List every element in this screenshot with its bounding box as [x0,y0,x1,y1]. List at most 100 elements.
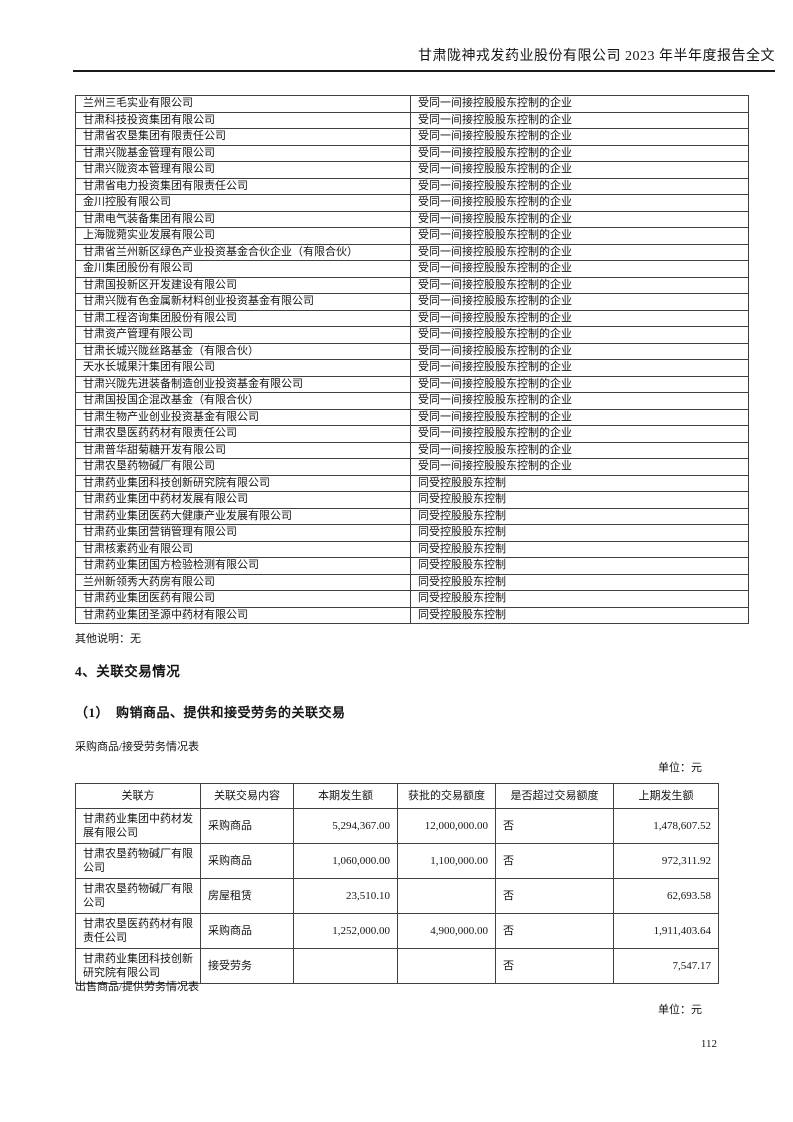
company-name-cell: 甘肃药业集团营销管理有限公司 [75,524,411,542]
current-amount-cell: 5,294,367.00 [293,808,398,844]
purchase-table-caption: 采购商品/接受劳务情况表 [75,741,200,753]
subsection-heading: （1） 购销商品、提供和接受劳务的关联交易 [75,705,346,720]
company-name-cell: 甘肃药业集团国方检验检测有限公司 [75,557,411,575]
transaction-content-cell: 采购商品 [200,843,294,879]
company-name-cell: 甘肃药业集团医药大健康产业发展有限公司 [75,507,411,525]
company-name-cell: 甘肃工程咨询集团股份有限公司 [75,309,411,327]
relation-cell: 受同一间接控股股东控制的企业 [410,95,749,113]
relation-cell: 受同一间接控股股东控制的企业 [410,441,749,459]
related-party-row: 上海陇菀实业发展有限公司 受同一间接控股股东控制的企业 [75,227,749,245]
related-party-cell: 甘肃药业集团科技创新研究院有限公司 [75,948,201,984]
related-party-row: 甘肃科技投资集团有限公司 受同一间接控股股东控制的企业 [75,111,749,129]
relation-cell: 同受控股股东控制 [410,606,749,624]
company-name-cell: 天水长城果汁集团有限公司 [75,359,411,377]
related-party-row: 甘肃兴陇先进装备制造创业投资基金有限公司 受同一间接控股股东控制的企业 [75,375,749,393]
approved-quota-cell [397,878,496,914]
related-party-row: 甘肃兴陇基金管理有限公司 受同一间接控股股东控制的企业 [75,144,749,162]
related-party-row: 甘肃兴陇有色金属新材料创业投资基金有限公司 受同一间接控股股东控制的企业 [75,293,749,311]
related-party-cell: 甘肃农垦医药药材有限责任公司 [75,913,201,949]
prior-amount-cell: 972,311.92 [613,843,719,879]
relation-cell: 受同一间接控股股东控制的企业 [410,227,749,245]
relation-cell: 受同一间接控股股东控制的企业 [410,276,749,294]
relation-cell: 受同一间接控股股东控制的企业 [410,111,749,129]
related-party-row: 甘肃药业集团医药有限公司 同受控股股东控制 [75,590,749,608]
approved-quota-cell: 1,100,000.00 [397,843,496,879]
purchase-table-body: 甘肃药业集团中药材发展有限公司 采购商品 5,294,367.00 12,000,00… [75,808,719,984]
relation-cell: 受同一间接控股股东控制的企业 [410,458,749,476]
related-party-table-body: 兰州三毛实业有限公司 受同一间接控股股东控制的企业 甘肃科技投资集团有限公司 受同一间… [75,95,749,624]
company-name-cell: 甘肃药业集团医药有限公司 [75,590,411,608]
relation-cell: 同受控股股东控制 [410,491,749,509]
current-amount-cell: 23,510.10 [293,878,398,914]
company-name-cell: 甘肃兴陇基金管理有限公司 [75,144,411,162]
prior-amount-cell: 7,547.17 [613,948,719,984]
company-name-cell: 兰州三毛实业有限公司 [75,95,411,113]
prior-amount-cell: 1,911,403.64 [613,913,719,949]
company-name-cell: 金川集团股份有限公司 [75,260,411,278]
exceeds-quota-cell: 否 [495,843,614,879]
company-name-cell: 甘肃国投国企混改基金（有限合伙） [75,392,411,410]
purchase-table-row: 甘肃农垦药物碱厂有限公司 采购商品 1,060,000.00 1,100,000.00… [75,843,719,879]
column-header: 上期发生额 [613,783,719,809]
company-name-cell: 甘肃兴陇资本管理有限公司 [75,161,411,179]
exceeds-quota-cell: 否 [495,808,614,844]
company-name-cell: 甘肃农垦药物碱厂有限公司 [75,458,411,476]
sales-table-unit-label: 单位：元 [658,1004,702,1016]
related-party-row: 甘肃药业集团中药材发展有限公司 同受控股股东控制 [75,491,749,509]
column-header: 获批的交易额度 [397,783,496,809]
related-party-row: 金川集团股份有限公司 受同一间接控股股东控制的企业 [75,260,749,278]
column-header: 关联交易内容 [200,783,294,809]
purchase-table-row: 甘肃药业集团中药材发展有限公司 采购商品 5,294,367.00 12,000,00… [75,808,719,844]
company-name-cell: 甘肃长城兴陇丝路基金（有限合伙） [75,342,411,360]
purchase-table-unit-label: 单位：元 [658,762,702,774]
relation-cell: 受同一间接控股股东控制的企业 [410,144,749,162]
relation-cell: 同受控股股东控制 [410,590,749,608]
purchase-table: 关联方 关联交易内容 本期发生额 获批的交易额度 是否超过交易额度 上期发生额 甘肃药业集… [75,783,719,984]
relation-cell: 受同一间接控股股东控制的企业 [410,425,749,443]
related-party-row: 甘肃药业集团营销管理有限公司 同受控股股东控制 [75,524,749,542]
relation-cell: 受同一间接控股股东控制的企业 [410,243,749,261]
relation-cell: 受同一间接控股股东控制的企业 [410,309,749,327]
relation-cell: 同受控股股东控制 [410,573,749,591]
relation-cell: 受同一间接控股股东控制的企业 [410,194,749,212]
column-header: 是否超过交易额度 [495,783,614,809]
relation-cell: 受同一间接控股股东控制的企业 [410,392,749,410]
relation-cell: 同受控股股东控制 [410,524,749,542]
exceeds-quota-cell: 否 [495,913,614,949]
related-party-row: 甘肃药业集团圣源中药材有限公司 同受控股股东控制 [75,606,749,624]
other-note: 其他说明：无 [75,633,141,645]
related-party-row: 甘肃省电力投资集团有限责任公司 受同一间接控股股东控制的企业 [75,177,749,195]
current-amount-cell [293,948,398,984]
relation-cell: 受同一间接控股股东控制的企业 [410,260,749,278]
related-party-row: 甘肃普华甜菊糖开发有限公司 受同一间接控股股东控制的企业 [75,441,749,459]
company-name-cell: 甘肃普华甜菊糖开发有限公司 [75,441,411,459]
related-party-cell: 甘肃农垦药物碱厂有限公司 [75,878,201,914]
related-party-row: 甘肃国投新区开发建设有限公司 受同一间接控股股东控制的企业 [75,276,749,294]
company-name-cell: 甘肃药业集团圣源中药材有限公司 [75,606,411,624]
company-name-cell: 甘肃电气装备集团有限公司 [75,210,411,228]
transaction-content-cell: 房屋租赁 [200,878,294,914]
company-name-cell: 甘肃资产管理有限公司 [75,326,411,344]
related-party-row: 甘肃长城兴陇丝路基金（有限合伙） 受同一间接控股股东控制的企业 [75,342,749,360]
transaction-content-cell: 采购商品 [200,808,294,844]
company-name-cell: 甘肃省农垦集团有限责任公司 [75,128,411,146]
related-party-row: 甘肃农垦医药药材有限责任公司 受同一间接控股股东控制的企业 [75,425,749,443]
transaction-content-cell: 采购商品 [200,913,294,949]
purchase-table-header: 关联方 关联交易内容 本期发生额 获批的交易额度 是否超过交易额度 上期发生额 [75,783,719,809]
transaction-content-cell: 接受劳务 [200,948,294,984]
related-party-row: 甘肃药业集团国方检验检测有限公司 同受控股股东控制 [75,557,749,575]
relation-cell: 同受控股股东控制 [410,540,749,558]
company-name-cell: 上海陇菀实业发展有限公司 [75,227,411,245]
related-party-row: 甘肃工程咨询集团股份有限公司 受同一间接控股股东控制的企业 [75,309,749,327]
current-amount-cell: 1,252,000.00 [293,913,398,949]
related-party-row: 天水长城果汁集团有限公司 受同一间接控股股东控制的企业 [75,359,749,377]
relation-cell: 受同一间接控股股东控制的企业 [410,161,749,179]
company-name-cell: 甘肃兴陇先进装备制造创业投资基金有限公司 [75,375,411,393]
approved-quota-cell: 4,900,000.00 [397,913,496,949]
current-amount-cell: 1,060,000.00 [293,843,398,879]
related-party-cell: 甘肃药业集团中药材发展有限公司 [75,808,201,844]
company-name-cell: 甘肃省电力投资集团有限责任公司 [75,177,411,195]
relation-cell: 受同一间接控股股东控制的企业 [410,375,749,393]
company-name-cell: 甘肃兴陇有色金属新材料创业投资基金有限公司 [75,293,411,311]
